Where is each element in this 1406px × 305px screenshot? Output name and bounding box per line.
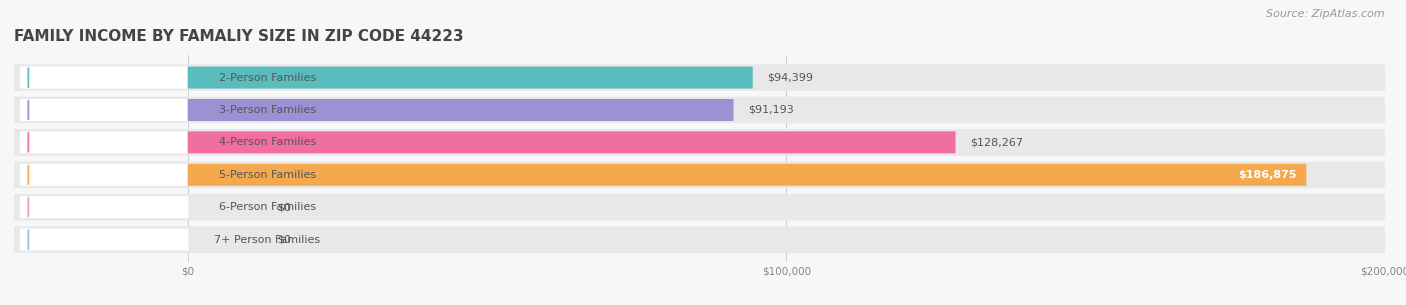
FancyBboxPatch shape [14, 226, 1385, 253]
Text: Source: ZipAtlas.com: Source: ZipAtlas.com [1267, 9, 1385, 19]
Text: 3-Person Families: 3-Person Families [219, 105, 316, 115]
Text: $0: $0 [277, 235, 291, 245]
FancyBboxPatch shape [20, 99, 188, 121]
FancyBboxPatch shape [20, 164, 188, 186]
FancyBboxPatch shape [187, 66, 752, 88]
FancyBboxPatch shape [14, 194, 1385, 221]
FancyBboxPatch shape [187, 131, 956, 153]
FancyBboxPatch shape [20, 131, 188, 153]
Text: $186,875: $186,875 [1239, 170, 1296, 180]
Text: FAMILY INCOME BY FAMALIY SIZE IN ZIP CODE 44223: FAMILY INCOME BY FAMALIY SIZE IN ZIP COD… [14, 29, 464, 44]
FancyBboxPatch shape [20, 196, 188, 218]
Text: 4-Person Families: 4-Person Families [219, 137, 316, 147]
Text: 2-Person Families: 2-Person Families [219, 73, 316, 83]
Text: 5-Person Families: 5-Person Families [219, 170, 316, 180]
FancyBboxPatch shape [14, 64, 1385, 91]
FancyBboxPatch shape [14, 129, 1385, 156]
Text: 6-Person Families: 6-Person Families [219, 202, 316, 212]
Text: $0: $0 [277, 202, 291, 212]
FancyBboxPatch shape [20, 66, 188, 88]
Text: $94,399: $94,399 [768, 73, 813, 83]
FancyBboxPatch shape [14, 162, 1385, 188]
FancyBboxPatch shape [14, 97, 1385, 123]
FancyBboxPatch shape [187, 164, 1306, 186]
FancyBboxPatch shape [20, 229, 188, 251]
FancyBboxPatch shape [187, 99, 734, 121]
Text: 7+ Person Families: 7+ Person Families [215, 235, 321, 245]
Text: $128,267: $128,267 [970, 137, 1024, 147]
Text: $91,193: $91,193 [748, 105, 793, 115]
